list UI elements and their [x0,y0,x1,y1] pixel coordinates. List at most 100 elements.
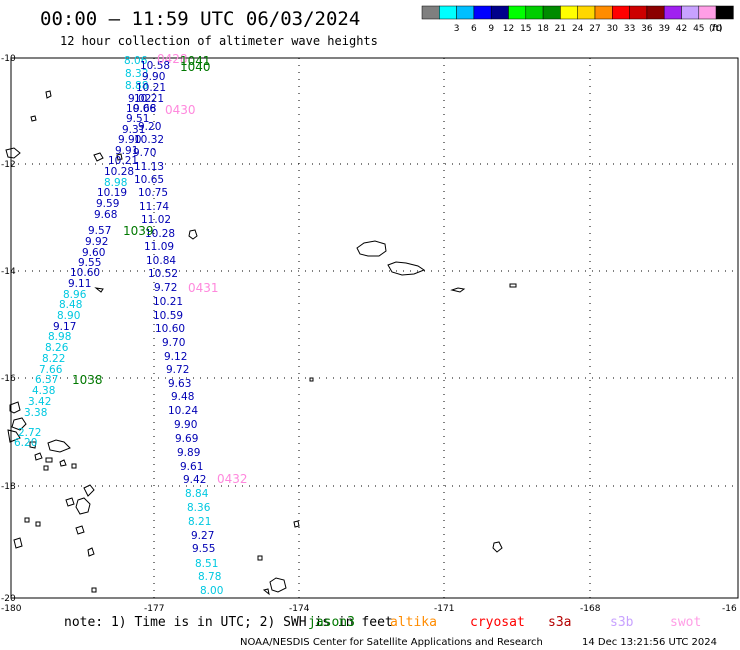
samoa-savaii-island [356,240,387,257]
swh-value: 3.38 [24,407,47,419]
satellite-track-main: 8.068.338.889.0210.069.519.319.909.9110.… [14,55,156,449]
swh-value: 8.33 [125,68,148,80]
tonga-tongatapu [257,555,287,596]
legend-swatch [456,5,475,20]
pass-time-label: 0430 [165,103,196,117]
islet-3 [116,153,123,161]
legend-label: 9 [488,24,494,34]
lat-label: -18 [1,482,16,492]
swh-value: 8.78 [198,571,221,583]
pass-time-label: 1041 [180,54,211,68]
swh-value: 9.68 [133,103,156,115]
lau-south-1 [65,484,95,515]
map-subtitle: 12 hour collection of altimeter wave hei… [60,34,378,48]
swh-value: 10.28 [104,166,134,178]
swh-value: 10.84 [146,255,176,267]
islet-6 [43,465,49,471]
lat-label: -10 [1,54,16,64]
swh-value: 11.09 [144,241,174,253]
legend-swatch [663,5,682,20]
legend-swatch [439,5,457,20]
swh-value: 9.02 [128,93,151,105]
swh-value: 8.90 [57,310,80,322]
swh-value: 9.11 [68,278,91,290]
swh-value: 8.96 [63,289,87,301]
legend-swatch [715,5,734,20]
swh-value: 9.69 [175,433,198,445]
satellite-name: cryosat [470,615,525,630]
swh-value: 9.55 [192,543,215,555]
legend-swatch [698,5,717,20]
swh-value: 6.37 [35,374,58,386]
swh-value: 8.48 [59,299,82,311]
wallis-island [188,229,198,240]
swh-value: 9.55 [78,257,101,269]
swh-value: 10.21 [153,296,183,308]
manua-island [509,283,517,288]
swh-value: 9.72 [166,364,189,376]
map-frame [10,57,739,599]
swh-value: 8.06 [124,55,148,67]
futuna-island [93,152,104,162]
legend-swatch [577,5,596,20]
swh-value: 8.36 [187,502,211,514]
swh-value: 9.90 [174,419,197,431]
footer-credit: NOAA/NESDIS Center for Satellite Applica… [240,637,543,648]
islet-10 [24,517,41,527]
satellite-legend: jason3 altika cryosat s3a s3b swot [308,615,701,630]
legend-swatch [681,5,700,20]
satellite-track-second: 10.589.9010.2110.219.689.2010.329.7011.1… [133,60,223,597]
legend-label: 3 [454,24,460,34]
lon-label: -180 [1,604,22,614]
pass-time-label: 1040 [180,60,211,74]
niue-island [492,541,503,553]
lat-label: -20 [1,594,16,604]
swh-value: 10.59 [153,310,183,322]
swh-value: 10.21 [136,82,166,94]
islet-7 [71,463,77,469]
legend-unit: (ft) [709,24,723,34]
swh-value: 9.12 [164,351,187,363]
swh-value: 8.98 [104,177,127,189]
swh-value: 7.66 [39,364,63,376]
swh-value: 9.70 [133,147,156,159]
legend-label: 21 [555,24,566,34]
legend-swatch [525,5,544,20]
legend-label: 12 [503,24,514,34]
swh-value: 11.13 [134,161,164,173]
swh-value: 6.20 [14,437,37,449]
satellite-name: swot [670,615,701,630]
pass-time-label: 1038 [72,373,103,387]
swh-value: 10.28 [145,228,175,240]
swh-value: 9.90 [118,134,141,146]
lat-label: -16 [1,374,16,384]
swh-value: 11.74 [139,201,169,213]
satellite-name: s3a [548,615,571,630]
swh-value: 8.88 [125,80,148,92]
fiji-viti-levu [7,401,27,443]
coastlines [5,90,517,596]
legend-label: 27 [589,24,600,34]
swh-value: 9.48 [171,391,194,403]
legend-label: 42 [676,24,687,34]
legend-label: 33 [624,24,635,34]
swh-value: 8.21 [188,516,211,528]
islet-1 [45,90,52,99]
swh-value: 9.20 [138,121,161,133]
swh-value: 9.89 [177,447,200,459]
legend-swatch [421,5,440,20]
lon-label: -16 [722,604,737,614]
swh-value: 10.58 [140,60,170,72]
swh-value: 9.68 [94,209,117,221]
swh-value: 10.75 [138,187,168,199]
legend-swatch [594,5,613,20]
pass-time-label: 1039 [123,224,154,238]
swh-value: 9.91 [115,145,138,157]
tutuila-island [450,287,466,293]
swh-value: 9.61 [180,461,203,473]
legend-label: 39 [658,24,670,34]
swh-value: 8.22 [42,353,65,365]
satellite-name: altika [390,615,437,630]
footer-note: note: 1) Time is in UTC; 2) SWH is in fe… [64,615,393,630]
